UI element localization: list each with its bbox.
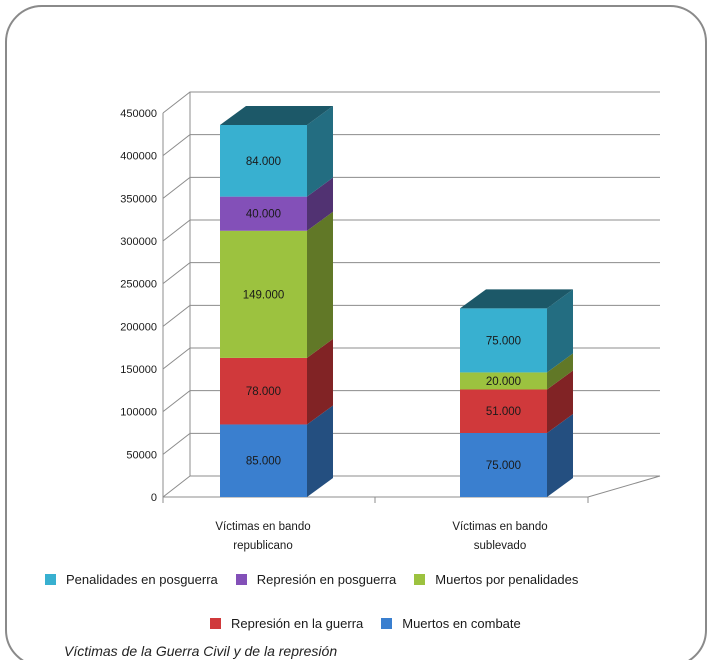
frame-border [5, 5, 707, 660]
data-label: 85.000 [246, 456, 281, 468]
bar-segment [460, 389, 547, 433]
data-label: 40.000 [246, 209, 281, 221]
x-category-label-line2: sublevado [474, 540, 526, 552]
bar-segment [220, 124, 307, 197]
data-label: 51.000 [486, 406, 521, 418]
bar-segment [460, 433, 547, 497]
bar-segment-side [307, 211, 333, 358]
legend-item: Muertos por penalidades [414, 572, 578, 587]
bar-segment [460, 372, 547, 390]
legend-item: Represión en posguerra [235, 572, 397, 587]
data-label: 149.000 [243, 289, 285, 301]
y-tick-label: 100000 [120, 407, 157, 419]
legend-label: Muertos en combate [402, 616, 521, 631]
y-tick-label: 50000 [126, 449, 157, 461]
legend-swatch [414, 574, 426, 585]
legend-label: Penalidades en posguerra [66, 572, 218, 587]
data-label: 75.000 [486, 460, 521, 472]
bar-segment [220, 196, 307, 231]
legend-item: Penalidades en posguerra [45, 572, 218, 587]
data-label: 75.000 [486, 335, 521, 347]
legend-label: Represión en la guerra [231, 616, 364, 631]
bar-segment [220, 424, 307, 497]
bars: 85.000 78.000 149.000 40.000 84.000 75.000 51.… [220, 105, 573, 497]
tick-labels: 0 50000 100000 150000 200000 250000 300000 3500… [120, 108, 547, 552]
y-tick-label: 300000 [120, 236, 157, 248]
legend-swatch [45, 574, 56, 585]
bar-segment-side [547, 289, 573, 373]
legend-item: Represión en la guerra [210, 616, 363, 631]
data-label: 78.000 [246, 386, 281, 398]
legend-swatch [381, 618, 393, 629]
bar-top-face [220, 105, 333, 125]
bar-segment-side [307, 338, 333, 425]
bar-segment-side [307, 405, 333, 497]
y-tick-label: 250000 [120, 279, 157, 291]
y-tick-label: 400000 [120, 151, 157, 163]
legend-row-bottom: Represión en la guerra Muertos en combate [210, 616, 539, 631]
legend-item: Muertos en combate [381, 616, 521, 631]
y-tick-label: 150000 [120, 364, 157, 376]
legend-swatch [235, 574, 247, 585]
legend-swatch [210, 618, 221, 629]
y-tick-label: 450000 [120, 108, 157, 120]
figure-caption: Víctimas de la Guerra Civil y de la repr… [64, 643, 338, 659]
y-tick-label: 0 [151, 492, 157, 504]
legend-row-top: Penalidades en posguerra Represión en pos… [45, 572, 596, 587]
bar-segment-side [547, 414, 573, 497]
y-tick-label: 200000 [120, 321, 157, 333]
data-label: 84.000 [246, 156, 281, 168]
x-category-label-line1: Víctimas en bando [452, 521, 547, 533]
bar-segment-side [547, 353, 573, 390]
legend-label: Represión en posguerra [256, 572, 397, 587]
x-category-label-line2: republicano [233, 540, 292, 552]
data-label: 20.000 [486, 376, 521, 388]
bar-segment [460, 308, 547, 373]
bar-segment [220, 357, 307, 425]
gridline [162, 91, 660, 114]
bar-segment-side [307, 105, 333, 197]
y-tick-label: 350000 [120, 193, 157, 205]
legend-label: Muertos por penalidades [435, 572, 579, 587]
bar-segment [220, 230, 307, 358]
bar-top-face [460, 289, 573, 309]
bar-segment-side [307, 177, 333, 231]
x-category-label-line1: Víctimas en bando [215, 521, 310, 533]
bar-segment-side [547, 370, 573, 433]
